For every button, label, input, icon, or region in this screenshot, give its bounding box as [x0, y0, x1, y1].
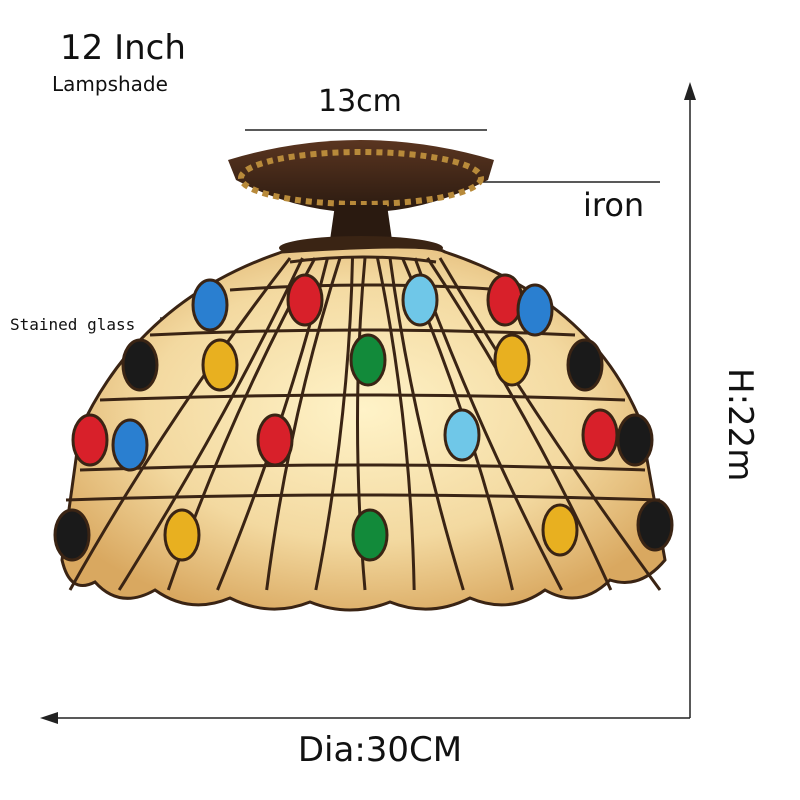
size-label: 12 Inch: [60, 28, 186, 68]
jewel: [486, 273, 524, 327]
jewel: [121, 338, 159, 392]
lead-rib: [314, 257, 354, 591]
stem: [330, 205, 392, 240]
jewel: [516, 283, 554, 337]
top-width-label: 13cm: [318, 84, 402, 119]
jewel: [71, 413, 109, 467]
jewel: [163, 508, 201, 562]
jewel: [401, 273, 439, 327]
lead-rib: [68, 257, 292, 591]
lead-lines: [65, 255, 662, 591]
height-label: H:22m: [720, 368, 760, 482]
jewel: [493, 333, 531, 387]
lead-ring: [79, 463, 646, 472]
jewel: [616, 413, 654, 467]
jewel: [581, 408, 619, 462]
jewel: [111, 418, 149, 472]
arrowhead: [40, 712, 58, 724]
glass-jewels: [53, 273, 674, 562]
jewel: [191, 278, 229, 332]
material-label: Stained glass: [10, 315, 136, 334]
shade-label: Lampshade: [52, 72, 168, 96]
lead-rib: [376, 257, 416, 591]
canopy-ornament: [238, 149, 484, 207]
jewel: [286, 273, 324, 327]
jewel: [566, 338, 604, 392]
lead-rib: [265, 257, 342, 591]
lead-ring: [65, 493, 661, 502]
jewel: [636, 498, 674, 552]
jewel: [256, 413, 294, 467]
lead-ring: [149, 328, 576, 337]
lead-ring: [229, 283, 506, 292]
material-label: iron: [583, 186, 645, 224]
lead-rib: [438, 257, 662, 591]
jewel: [201, 338, 239, 392]
jewel: [443, 408, 481, 462]
jewel: [351, 508, 389, 562]
jewel: [349, 333, 387, 387]
diameter-label: Dia:30CM: [297, 730, 463, 770]
lead-rib: [426, 257, 613, 591]
jewel: [541, 503, 579, 557]
lead-rib: [117, 257, 304, 591]
lead-ring: [99, 393, 626, 402]
jewel: [53, 508, 91, 562]
arrowhead: [684, 82, 696, 100]
lead-rib: [388, 257, 465, 591]
lead-ring: [289, 255, 437, 264]
